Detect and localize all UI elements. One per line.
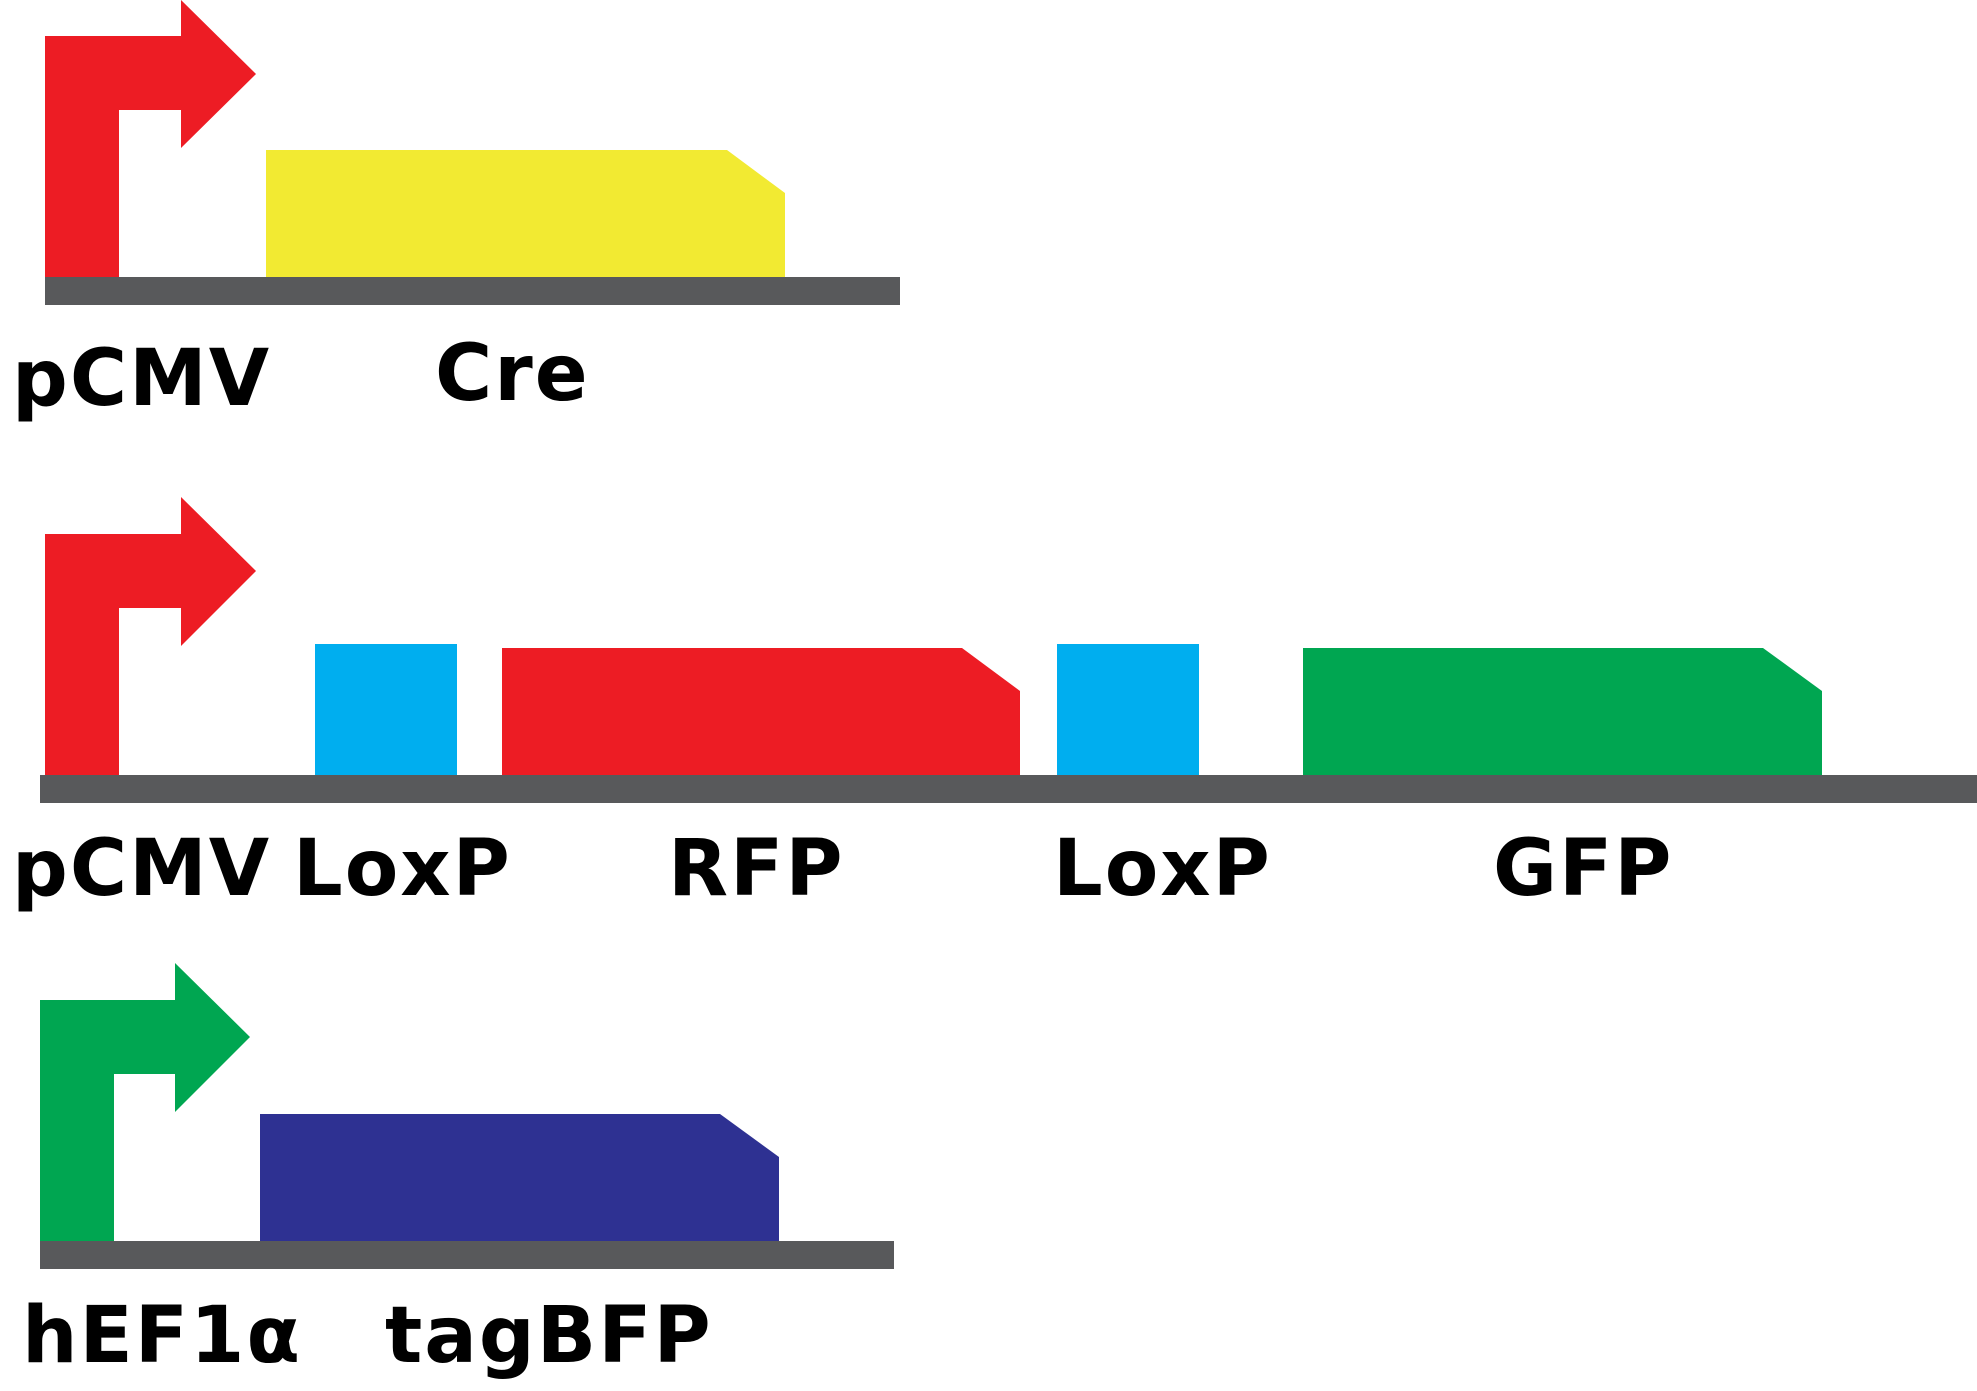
promoter-label: pCMV bbox=[12, 334, 271, 424]
construct-cre: pCMV Cre bbox=[12, 0, 900, 424]
gene-label-tagbfp: tagBFP bbox=[385, 1291, 713, 1381]
gene-block-tagbfp bbox=[260, 1114, 779, 1241]
promoter-label: pCMV bbox=[12, 824, 271, 914]
backbone-line bbox=[40, 1241, 894, 1269]
promoter-arrow-icon bbox=[45, 497, 256, 775]
gene-label-cre: Cre bbox=[435, 329, 590, 419]
construct-reporter: pCMV LoxP RFP LoxP GFP bbox=[12, 497, 1977, 914]
promoter-label: hEF1α bbox=[22, 1291, 302, 1381]
gene-label-rfp: RFP bbox=[668, 824, 845, 914]
gene-label-gfp: GFP bbox=[1493, 824, 1673, 914]
backbone-line bbox=[40, 775, 1977, 803]
gene-block-gfp bbox=[1303, 648, 1822, 775]
loxp-label-2: LoxP bbox=[1053, 824, 1272, 914]
loxp-site-2 bbox=[1057, 644, 1199, 775]
gene-block-rfp bbox=[502, 648, 1020, 775]
backbone-line bbox=[45, 277, 900, 305]
loxp-site-1 bbox=[315, 644, 457, 775]
construct-tagbfp: hEF1α tagBFP bbox=[22, 963, 894, 1381]
promoter-arrow-icon bbox=[45, 0, 256, 277]
gene-block-cre bbox=[266, 150, 785, 277]
promoter-arrow-icon bbox=[40, 963, 250, 1241]
loxp-label-1: LoxP bbox=[293, 824, 512, 914]
